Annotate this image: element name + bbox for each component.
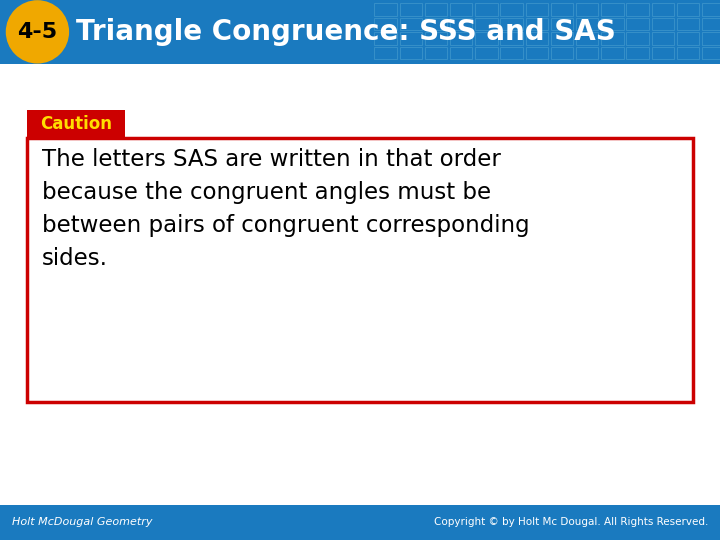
Bar (450, 3, 472, 16)
Bar (652, 47, 674, 59)
Bar (626, 32, 649, 45)
Bar (374, 47, 397, 59)
Text: Triangle Congruence: SSS and SAS: Triangle Congruence: SSS and SAS (76, 18, 616, 46)
Bar (626, 3, 649, 16)
Bar (702, 18, 720, 30)
Bar (626, 18, 649, 30)
Text: The letters SAS are written in that order
because the congruent angles must be
b: The letters SAS are written in that orde… (42, 148, 529, 270)
Bar (425, 3, 447, 16)
Bar (526, 32, 548, 45)
Bar (551, 47, 573, 59)
Bar (702, 32, 720, 45)
Bar (652, 32, 674, 45)
Bar (526, 3, 548, 16)
Bar (601, 18, 624, 30)
Bar (475, 18, 498, 30)
Bar (450, 32, 472, 45)
Bar (652, 3, 674, 16)
Bar (500, 47, 523, 59)
Bar (475, 32, 498, 45)
Bar (576, 18, 598, 30)
Bar (601, 3, 624, 16)
Bar (0, 0, 720, 64)
Bar (27, 110, 125, 138)
Bar (475, 3, 498, 16)
Bar (450, 18, 472, 30)
Bar (400, 3, 422, 16)
Bar (374, 32, 397, 45)
Bar (374, 18, 397, 30)
Bar (576, 47, 598, 59)
Bar (677, 32, 699, 45)
Bar (702, 47, 720, 59)
Bar (500, 32, 523, 45)
Bar (652, 18, 674, 30)
Bar (526, 18, 548, 30)
Bar (677, 18, 699, 30)
Text: 4-5: 4-5 (17, 22, 58, 42)
Bar (500, 18, 523, 30)
Text: Holt McDougal Geometry: Holt McDougal Geometry (12, 517, 152, 528)
Bar (400, 18, 422, 30)
Bar (400, 32, 422, 45)
Bar (677, 3, 699, 16)
Ellipse shape (6, 0, 69, 64)
Bar (601, 47, 624, 59)
Bar (500, 3, 523, 16)
Bar (374, 3, 397, 16)
Text: Copyright © by Holt Mc Dougal. All Rights Reserved.: Copyright © by Holt Mc Dougal. All Right… (434, 517, 708, 528)
Bar (0, 505, 720, 540)
Bar (400, 47, 422, 59)
Bar (27, 138, 693, 402)
Bar (576, 3, 598, 16)
Bar (475, 47, 498, 59)
Bar (450, 47, 472, 59)
Bar (576, 32, 598, 45)
Bar (551, 32, 573, 45)
Bar (677, 47, 699, 59)
Bar (551, 18, 573, 30)
Text: Caution: Caution (40, 114, 112, 133)
Bar (702, 3, 720, 16)
Bar (526, 47, 548, 59)
Bar (551, 3, 573, 16)
Bar (425, 47, 447, 59)
Bar (425, 32, 447, 45)
Bar (626, 47, 649, 59)
Bar (425, 18, 447, 30)
Bar (601, 32, 624, 45)
